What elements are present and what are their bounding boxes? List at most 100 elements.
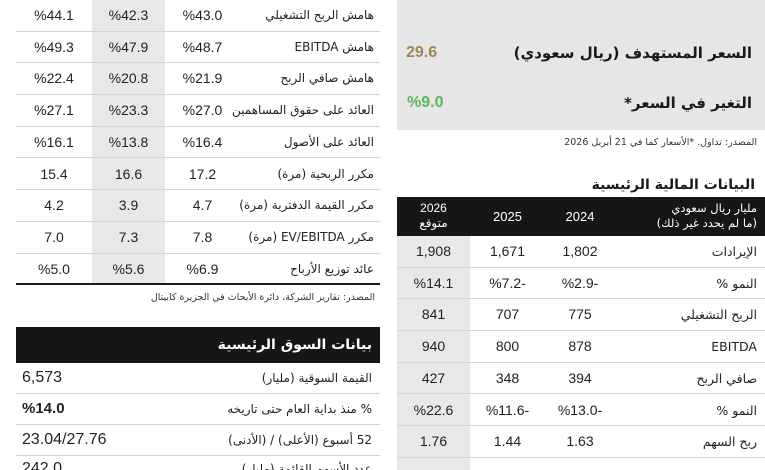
ratio-value: 7.0 (44, 228, 64, 245)
financials-value: %22.6 (413, 401, 454, 418)
ratio-row: %27.1 %23.3 %27.0 العائد على حقوق المساه… (16, 95, 380, 127)
financials-label: النمو % (716, 402, 757, 418)
ratio-value: %22.4 (34, 70, 74, 87)
financials-row: صافي الربح 394 348 427 (397, 363, 765, 395)
market-row: 23.04/27.76 52 أسبوع (الأعلى) / (الأدنى) (16, 425, 380, 456)
financials-value: 775 (568, 306, 592, 323)
financials-value: 1.76 (419, 433, 448, 450)
ratio-value: 7.3 (118, 228, 139, 245)
market-label: عدد الأسهم القائمة (مليار) (241, 462, 372, 470)
ratio-row: 15.4 16.6 17.2 مكرر الربحية (مرة) (16, 159, 380, 191)
financials-value: 348 (495, 369, 520, 386)
ratio-row: %49.3 %47.9 %48.7 هامش EBITDA (16, 32, 380, 64)
financials-label: ربح السهم (702, 434, 757, 450)
unit-line-2: (ما لم يحدد غير ذلك) (656, 216, 757, 230)
ratio-label: مكرر EV/EBITDA (مرة) (248, 229, 374, 244)
financials-value: %2.9- (561, 274, 599, 291)
ratio-value: %5.6 (112, 260, 145, 277)
market-label: القيمة السوقية (مليار) (261, 371, 372, 385)
financials-header: مليار ريال سعودي (ما لم يحدد غير ذلك) 20… (397, 197, 765, 236)
price-box: السعر المستهدف (ريال سعودي) 29.6 التغير … (397, 0, 765, 130)
financials-value: 940 (421, 338, 446, 355)
ratios-source-note: المصدر: تقارير الشركة، دائرة الأبحاث في … (150, 292, 375, 303)
price-change-label: التغير في السعر* (624, 94, 752, 112)
ratio-value: %42.3 (108, 7, 149, 23)
ratio-value: 3.9 (118, 197, 139, 214)
financials-value: 800 (495, 338, 520, 355)
price-change-value: %9.0 (407, 94, 444, 111)
ratio-label: هامش EBITDA (294, 39, 374, 54)
ratio-value: %5.0 (38, 260, 70, 277)
forecast-label: متوقع (419, 216, 448, 230)
header-year-2024: 2024 (565, 209, 595, 224)
market-value-ytd: %14.0 (22, 400, 65, 417)
financials-label: النمو % (716, 275, 757, 291)
header-year-2026-forecast: 2026 متوقع (397, 197, 470, 236)
financials-value: 427 (421, 369, 446, 386)
financials-value: %14.1 (413, 274, 454, 291)
ratio-value: %13.8 (108, 133, 149, 150)
financials-table: مليار ريال سعودي (ما لم يحدد غير ذلك) 20… (397, 197, 765, 470)
ratio-label: هامش صافي الربح (280, 71, 374, 86)
header-year-2025: 2025 (493, 209, 522, 224)
ratio-value: %48.7 (182, 38, 223, 55)
ratio-value: 17.2 (188, 165, 217, 182)
financials-value: 1,908 (415, 243, 452, 259)
financials-value: %13.0- (557, 401, 603, 418)
ratio-row: %44.1 %42.3 %43.0 هامش الربح التشغيلي (16, 0, 380, 32)
market-label: 52 أسبوع (الأعلى) / (الأدنى) (228, 433, 372, 447)
market-row-partial: 242.0 عدد الأسهم القائمة (مليار) (16, 456, 380, 470)
financials-value: 1.44 (493, 433, 522, 450)
market-value: 6,573 (22, 369, 63, 386)
market-value: 242.0 (22, 460, 63, 470)
ratio-label: العائد على حقوق المساهمين (232, 103, 374, 118)
ratio-value: %43.0 (182, 7, 223, 23)
ratio-row: %5.0 %5.6 %6.9 عائد توزيع الأرباح (16, 254, 380, 286)
ratio-row: 4.2 3.9 4.7 مكرر القيمة الدفترية (مرة) (16, 190, 380, 222)
market-data-title: بيانات السوق الرئيسية (16, 327, 380, 363)
market-value: 23.04/27.76 (22, 431, 107, 448)
ratio-value: %44.1 (34, 7, 74, 23)
financials-title: البيانات المالية الرئيسية (591, 177, 755, 193)
ratio-value: 4.7 (192, 197, 213, 214)
ratio-value: %6.9 (186, 260, 219, 277)
ratio-value: %27.0 (182, 102, 223, 119)
financials-value: 1,802 (562, 243, 598, 259)
financials-row: الربح التشغيلي 775 707 841 (397, 299, 765, 332)
ratio-label: العائد على الأصول (283, 134, 374, 149)
financials-value: 394 (568, 369, 592, 386)
market-row: 6,573 القيمة السوقية (مليار) (16, 363, 380, 394)
financials-value: 878 (568, 338, 592, 355)
market-row: %14.0 % منذ بداية العام حتى تاريخه (16, 394, 380, 425)
financials-row: EBITDA 878 800 940 (397, 331, 765, 363)
ratio-label: مكرر الربحية (مرة) (277, 166, 374, 181)
financials-label: الإيرادات (711, 244, 757, 259)
shaded-column (92, 0, 165, 285)
ratio-value: 15.4 (40, 165, 68, 182)
financials-value: 841 (421, 306, 446, 323)
financials-value: 1,671 (489, 243, 526, 259)
ratio-label: عائد توزيع الأرباح (290, 261, 374, 276)
ratio-value: 16.6 (114, 165, 143, 182)
ratio-row: %16.1 %13.8 %16.4 العائد على الأصول (16, 127, 380, 159)
ratio-value: %16.1 (34, 133, 74, 150)
financials-label: الربح التشغيلي (680, 307, 757, 323)
ratio-value: %21.9 (182, 70, 223, 87)
financials-row: ربح السهم 1.63 1.44 1.76 (397, 426, 765, 458)
ratio-value: 7.8 (192, 228, 213, 245)
target-price-label: السعر المستهدف (ريال سعودي) (513, 44, 752, 62)
price-source-note: المصدر: تداول. *الأسعار كما في 21 أبريل … (564, 137, 757, 148)
unit-line-1: مليار ريال سعودي (671, 201, 757, 215)
financials-row: النمو % %13.0- %11.6- %22.6 (397, 395, 765, 427)
ratio-label: هامش الربح التشغيلي (265, 8, 374, 22)
ratio-value: %23.3 (108, 102, 149, 119)
financials-value: %7.2- (489, 274, 526, 291)
financials-value: 707 (495, 306, 520, 323)
financials-label: صافي الربح (696, 370, 757, 386)
ratio-label: مكرر القيمة الدفترية (مرة) (239, 198, 374, 213)
ratio-value: %49.3 (34, 38, 74, 55)
ratio-row: %22.4 %20.8 %21.9 هامش صافي الربح (16, 63, 380, 96)
financials-value: 1.63 (566, 433, 594, 450)
ratio-value: %16.4 (182, 133, 223, 150)
